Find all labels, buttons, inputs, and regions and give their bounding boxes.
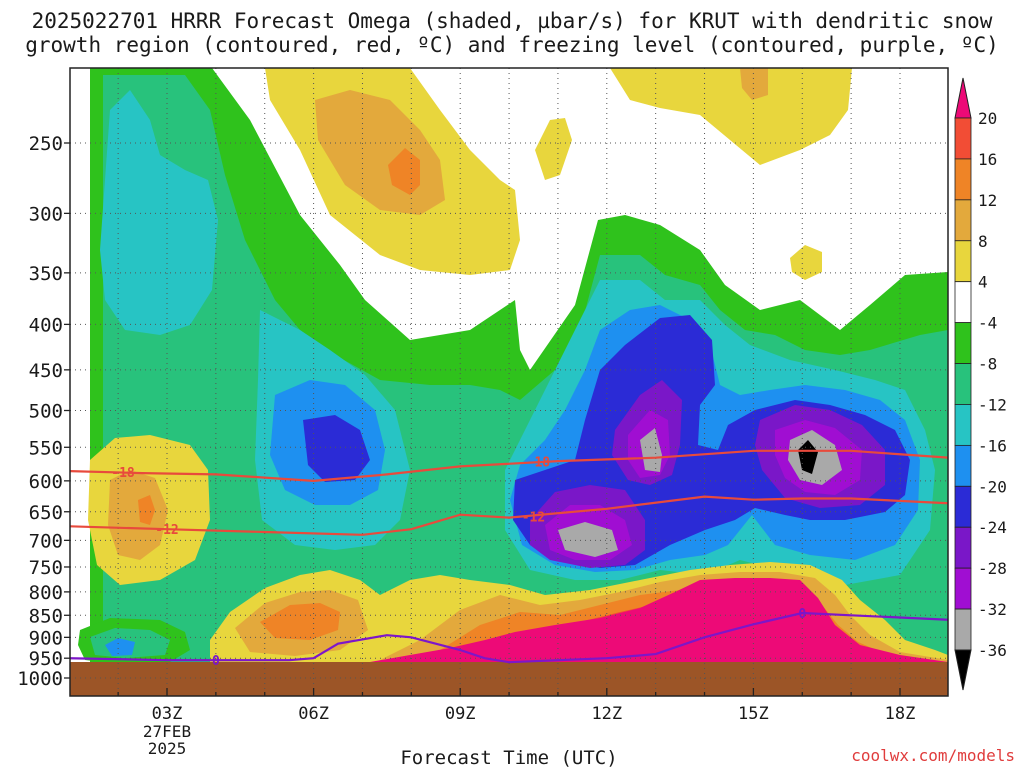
colorbar-label-3: 8 xyxy=(978,232,988,251)
y-tick-label-0: 250 xyxy=(29,133,63,155)
colorbar: 20 16 12 8 4 -4 -8 -12 -16 -20 -24 -28 -32 -36 xyxy=(954,77,1007,691)
colorbar-bottom-arrow xyxy=(954,649,972,691)
chart-title-line-1: 2025022701 HRRR Forecast Omega (shaded, … xyxy=(31,9,993,33)
x-date-label-0: 27FEB xyxy=(143,722,191,741)
contour-label-freezing_0-0: 0 xyxy=(212,654,220,669)
contour-label-freezing_0-1: 0 xyxy=(798,607,806,622)
colorbar-label-8: -16 xyxy=(978,436,1007,455)
colorbar-swatch-10 xyxy=(954,526,972,569)
y-tick-label-13: 900 xyxy=(29,627,63,649)
omega-level-4-upper-right xyxy=(610,68,852,165)
contour-dgz_-12 xyxy=(70,495,948,536)
x-tick-label-2: 09Z xyxy=(445,704,476,724)
colorbar-label-12: -32 xyxy=(978,600,1007,619)
omega-level-minus-16 xyxy=(100,90,218,335)
colorbar-swatch-12 xyxy=(954,608,972,651)
x-tick-label-3: 12Z xyxy=(591,704,622,724)
y-tick-label-12: 850 xyxy=(29,605,63,627)
y-tick-label-9: 700 xyxy=(29,530,63,552)
omega-level-4-blob xyxy=(790,245,822,280)
colorbar-label-2: 12 xyxy=(978,191,997,210)
y-tick-label-15: 1000 xyxy=(17,668,63,690)
colorbar-swatch-7 xyxy=(954,404,972,446)
colorbar-swatch-1 xyxy=(954,158,972,201)
x-tick-label-5: 18Z xyxy=(885,704,916,724)
y-tick-label-14: 950 xyxy=(29,648,63,670)
y-tick-label-2: 350 xyxy=(29,263,63,285)
omega-level-minus-36 xyxy=(640,428,662,472)
y-tick-label-11: 800 xyxy=(29,582,63,604)
omega-level-minus-24-mid xyxy=(303,415,370,482)
chart-title-line-2: growth region (contoured, red, ºC) and f… xyxy=(25,33,999,57)
colorbar-swatch-5 xyxy=(954,322,972,364)
colorbar-swatch-0 xyxy=(954,117,972,160)
x-tick-label-1: 06Z xyxy=(298,704,329,724)
y-tick-label-6: 550 xyxy=(29,437,63,459)
colorbar-label-0: 20 xyxy=(978,109,997,128)
y-tick-label-8: 650 xyxy=(29,502,63,524)
colorbar-top-arrow xyxy=(954,77,972,119)
omega-level-12-left xyxy=(138,495,155,525)
contour-freezing_0 xyxy=(70,611,948,664)
omega-level-8-upper-right xyxy=(740,68,768,100)
colorbar-label-9: -20 xyxy=(978,477,1007,496)
omega-surface-cell-core xyxy=(105,638,135,656)
contour-label-dgz_-12-1: -12 xyxy=(522,510,545,525)
omega-level-8-left xyxy=(108,470,168,560)
y-tick-label-10: 750 xyxy=(29,557,63,579)
y-tick-label-3: 400 xyxy=(29,314,63,336)
contour-dgz_-18 xyxy=(70,449,948,483)
omega-field xyxy=(70,68,948,696)
colorbar-swatch-3 xyxy=(954,240,972,283)
colorbar-label-6: -8 xyxy=(978,355,997,374)
colorbar-swatch-6 xyxy=(954,363,972,405)
y-axis: 2503003504004505005506006507007508008509… xyxy=(17,133,70,690)
y-tick-label-7: 600 xyxy=(29,471,63,493)
contour-label-dgz_-18-1: -18 xyxy=(527,456,551,471)
y-tick-label-1: 300 xyxy=(29,203,63,225)
omega-level-12-upper xyxy=(388,148,420,195)
colorbar-label-7: -12 xyxy=(978,395,1007,414)
colorbar-swatch-4 xyxy=(954,281,972,324)
contour-label-dgz_-18-0: -18 xyxy=(111,466,135,481)
x-date-label-1: 2025 xyxy=(148,739,187,758)
colorbar-swatch-2 xyxy=(954,199,972,242)
omega-level-12-lower xyxy=(260,603,340,640)
y-tick-label-5: 500 xyxy=(29,401,63,423)
credit-link[interactable]: coolwx.com/models xyxy=(851,746,1015,765)
colorbar-swatch-9 xyxy=(954,485,972,528)
colorbar-swatch-11 xyxy=(954,567,972,610)
colorbar-swatch-8 xyxy=(954,444,972,487)
colorbar-label-5: -4 xyxy=(978,314,997,333)
omega-level-minus-36-b xyxy=(558,522,618,557)
colorbar-label-1: 16 xyxy=(978,150,997,169)
omega-level-4-upper-b xyxy=(535,118,572,180)
omega-level-below-minus-36 xyxy=(798,440,818,474)
colorbar-label-4: 4 xyxy=(978,273,988,292)
contours: -18 -18 -12 -12 0 0 xyxy=(70,449,948,669)
x-tick-label-0: 03Z xyxy=(152,704,183,724)
colorbar-label-13: -36 xyxy=(978,641,1007,660)
y-tick-label-4: 450 xyxy=(29,360,63,382)
colorbar-label-10: -24 xyxy=(978,518,1007,537)
x-tick-label-4: 15Z xyxy=(738,704,769,724)
x-axis-label: Forecast Time (UTC) xyxy=(400,747,617,768)
contour-label-dgz_-12-0: -12 xyxy=(155,523,178,538)
colorbar-label-11: -28 xyxy=(978,559,1007,578)
